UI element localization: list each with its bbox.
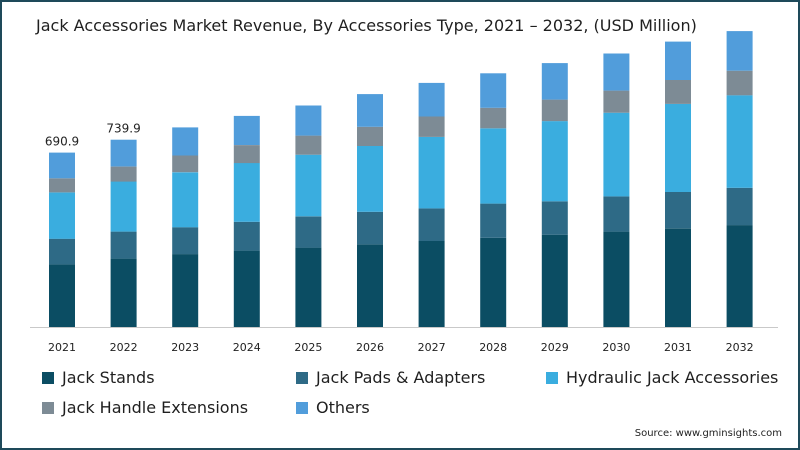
bar-jack-stands-2028 xyxy=(480,237,507,327)
x-tick-label: 2031 xyxy=(664,341,692,354)
x-tick-label: 2028 xyxy=(479,341,507,354)
bar-jack-handle-extensions-2029 xyxy=(541,99,568,122)
x-tick-label: 2032 xyxy=(726,341,754,354)
x-tick-label: 2022 xyxy=(110,341,138,354)
bar-jack-pads-and-adapters-2024 xyxy=(233,221,260,251)
bar-others-2022 xyxy=(110,139,137,167)
bar-others-2032 xyxy=(726,31,753,71)
bar-jack-stands-2024 xyxy=(233,250,260,327)
bar-hydraulic-jack-accessories-2024 xyxy=(233,163,260,222)
bar-jack-pads-and-adapters-2030 xyxy=(603,196,630,232)
bar-others-2028 xyxy=(480,73,507,108)
bar-others-2023 xyxy=(172,127,199,156)
x-tick-label: 2027 xyxy=(418,341,446,354)
bar-jack-pads-and-adapters-2029 xyxy=(541,201,568,235)
bar-jack-handle-extensions-2028 xyxy=(480,107,507,129)
bar-jack-pads-and-adapters-2026 xyxy=(357,211,383,245)
bar-jack-pads-and-adapters-2032 xyxy=(726,187,753,226)
bar-hydraulic-jack-accessories-2031 xyxy=(665,103,691,192)
bar-jack-stands-2030 xyxy=(603,231,630,327)
bar-hydraulic-jack-accessories-2029 xyxy=(541,121,568,202)
bar-jack-stands-2023 xyxy=(172,254,199,327)
bar-others-2021 xyxy=(49,152,75,179)
bar-jack-handle-extensions-2025 xyxy=(295,135,322,155)
bar-jack-pads-and-adapters-2031 xyxy=(665,192,691,229)
bar-jack-handle-extensions-2022 xyxy=(110,166,137,182)
data-label: 739.9 xyxy=(106,122,140,136)
bar-others-2030 xyxy=(603,53,630,91)
bar-jack-handle-extensions-2021 xyxy=(49,178,75,193)
bar-jack-pads-and-adapters-2022 xyxy=(110,231,137,259)
bar-jack-stands-2026 xyxy=(357,244,383,327)
bar-hydraulic-jack-accessories-2026 xyxy=(357,146,383,212)
bar-jack-handle-extensions-2030 xyxy=(603,90,630,113)
x-tick-label: 2024 xyxy=(233,341,261,354)
bar-others-2025 xyxy=(295,105,322,136)
bar-hydraulic-jack-accessories-2032 xyxy=(726,95,753,188)
bar-others-2031 xyxy=(665,41,691,80)
x-tick-label: 2021 xyxy=(48,341,76,354)
x-tick-label: 2026 xyxy=(356,341,384,354)
bar-jack-stands-2025 xyxy=(295,247,322,327)
bar-jack-handle-extensions-2023 xyxy=(172,155,199,173)
x-tick-label: 2029 xyxy=(541,341,569,354)
bar-jack-stands-2032 xyxy=(726,225,753,327)
bar-jack-pads-and-adapters-2021 xyxy=(49,238,75,265)
x-tick-label: 2025 xyxy=(294,341,322,354)
bar-hydraulic-jack-accessories-2022 xyxy=(110,181,137,232)
bar-jack-handle-extensions-2024 xyxy=(233,145,260,164)
bar-jack-stands-2022 xyxy=(110,258,137,327)
x-tick-label: 2023 xyxy=(171,341,199,354)
bar-jack-handle-extensions-2031 xyxy=(665,80,691,104)
bar-hydraulic-jack-accessories-2028 xyxy=(480,128,507,204)
bar-jack-stands-2027 xyxy=(418,241,445,327)
data-label: 690.9 xyxy=(45,135,79,149)
chart-title: Jack Accessories Market Revenue, By Acce… xyxy=(36,16,697,35)
x-tick-label: 2030 xyxy=(602,341,630,354)
bar-hydraulic-jack-accessories-2025 xyxy=(295,154,322,217)
bar-jack-pads-and-adapters-2027 xyxy=(418,208,445,241)
bar-jack-pads-and-adapters-2028 xyxy=(480,203,507,238)
bar-hydraulic-jack-accessories-2023 xyxy=(172,172,199,228)
bar-hydraulic-jack-accessories-2030 xyxy=(603,112,630,197)
bar-others-2027 xyxy=(418,82,445,117)
bar-hydraulic-jack-accessories-2027 xyxy=(418,136,445,209)
bar-jack-pads-and-adapters-2025 xyxy=(295,216,322,248)
bar-jack-stands-2029 xyxy=(541,234,568,327)
bar-jack-handle-extensions-2026 xyxy=(357,126,383,146)
bar-jack-handle-extensions-2032 xyxy=(726,70,753,96)
bar-others-2024 xyxy=(233,115,260,145)
source-note: Source: www.gminsights.com xyxy=(634,428,782,439)
bar-hydraulic-jack-accessories-2021 xyxy=(49,192,75,239)
bar-jack-handle-extensions-2027 xyxy=(418,116,445,137)
bar-jack-stands-2031 xyxy=(665,228,691,327)
bar-others-2026 xyxy=(357,94,383,127)
bar-jack-stands-2021 xyxy=(49,264,75,327)
bar-jack-pads-and-adapters-2023 xyxy=(172,227,199,255)
bar-others-2029 xyxy=(541,63,568,100)
